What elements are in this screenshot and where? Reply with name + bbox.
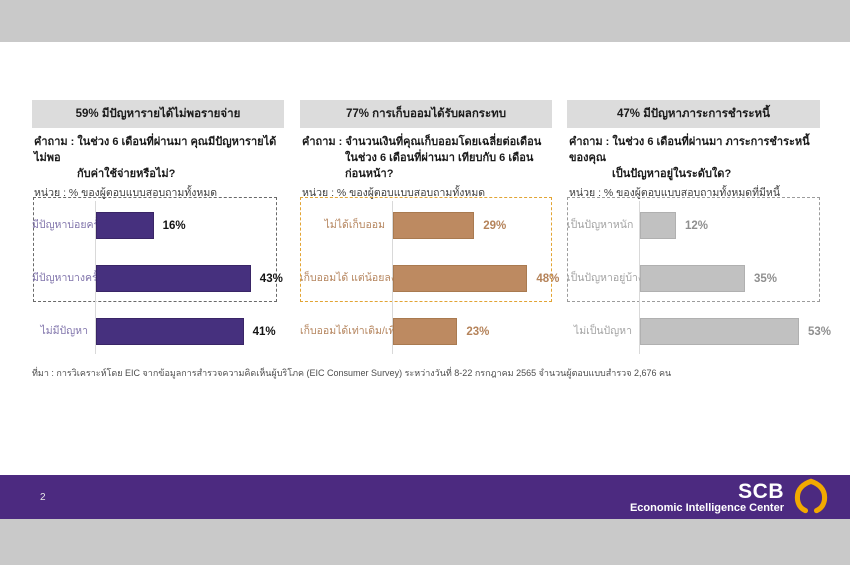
- category-label: มีปัญหาบ่อยครั้ง: [32, 219, 105, 232]
- category-label: เก็บออมได้เท่าเดิม/เพิ่มขึ้น: [300, 325, 417, 338]
- bar: [96, 318, 244, 345]
- bar-row: ไม่เป็นปัญหา 53%: [567, 318, 831, 345]
- category-label: มีปัญหาบางครั้ง: [32, 272, 103, 285]
- category-label: เป็นปัญหาหนัก: [567, 219, 634, 232]
- chart-question-block: คำถาม : จำนวนเงินที่คุณเก็บออมโดยเฉลี่ยต…: [302, 134, 552, 201]
- chart-panel-debt: 47% มีปัญหาภาระการชำระหนี้ คำถาม : ในช่ว…: [567, 100, 831, 370]
- bar: [640, 265, 745, 292]
- bar-row: เป็นปัญหาอยู่บ้าง 35%: [567, 265, 820, 292]
- source-footnote: ที่มา : การวิเคราะห์โดย EIC จากข้อมูลการ…: [32, 368, 672, 378]
- value-label: 12%: [685, 219, 709, 232]
- bar-row: เก็บออมได้เท่าเดิม/เพิ่มขึ้น 23%: [300, 318, 552, 345]
- page-number: 2: [40, 491, 46, 503]
- highlight-dashed-box: [33, 197, 277, 302]
- brand-text: SCB Economic Intelligence Center: [630, 481, 784, 514]
- bar: [640, 318, 799, 345]
- chart-title: 59% มีปัญหารายได้ไม่พอรายจ่าย: [75, 108, 241, 120]
- brand-block: SCB Economic Intelligence Center: [630, 475, 828, 519]
- value-label: 29%: [483, 219, 507, 232]
- brand-subtitle: Economic Intelligence Center: [629, 501, 784, 514]
- question-line-2: เป็นปัญหาอยู่ในระดับใด?: [612, 168, 732, 180]
- value-label: 16%: [162, 219, 186, 232]
- axis-line: [95, 201, 96, 354]
- bar-row: ไม่ได้เก็บออม 29%: [300, 212, 552, 239]
- presentation-slide: 59% มีปัญหารายได้ไม่พอรายจ่าย คำถาม : ใน…: [0, 42, 850, 519]
- value-label: 43%: [259, 272, 283, 285]
- bar: [96, 212, 154, 239]
- highlight-dashed-box: [567, 197, 820, 302]
- question-line-1: คำถาม : ในช่วง 6 เดือนที่ผ่านมา ภาระการช…: [569, 136, 810, 164]
- unit-label: หน่วย : % ของผู้ตอบแบบสอบถามทั้งหมดที่มี…: [569, 187, 781, 199]
- chart-title-box: 59% มีปัญหารายได้ไม่พอรายจ่าย: [32, 100, 284, 128]
- unit-label: หน่วย : % ของผู้ตอบแบบสอบถามทั้งหมด: [34, 187, 218, 199]
- footer-bar: 2 SCB Economic Intelligence Center: [0, 475, 850, 519]
- chart-title: 77% การเก็บออมได้รับผลกระทบ: [345, 108, 507, 120]
- bar-chart-debt: เป็นปัญหาหนัก 12% เป็นปัญหาอยู่บ้าง 35% …: [567, 195, 831, 367]
- bar-row: มีปัญหาบ่อยครั้ง 16%: [32, 212, 284, 239]
- bar: [393, 212, 475, 239]
- category-label: ไม่ได้เก็บออม: [324, 219, 385, 232]
- scb-leaf-logo-icon: [794, 478, 828, 514]
- bar: [393, 318, 458, 345]
- chart-panel-savings: 77% การเก็บออมได้รับผลกระทบ คำถาม : จำนว…: [300, 100, 559, 370]
- question-line-2: กับค่าใช้จ่ายหรือไม่?: [77, 168, 176, 180]
- value-label: 35%: [754, 272, 778, 285]
- chart-title-box: 77% การเก็บออมได้รับผลกระทบ: [300, 100, 552, 128]
- value-label: 48%: [536, 272, 560, 285]
- category-label: ไม่มีปัญหา: [40, 325, 88, 338]
- value-label: 53%: [808, 325, 832, 338]
- axis-line: [639, 201, 640, 354]
- chart-title: 47% มีปัญหาภาระการชำระหนี้: [617, 108, 770, 120]
- value-label: 41%: [252, 325, 276, 338]
- category-label: เป็นปัญหาอยู่บ้าง: [567, 272, 644, 285]
- bar: [96, 265, 251, 292]
- chart-panel-income: 59% มีปัญหารายได้ไม่พอรายจ่าย คำถาม : ใน…: [32, 100, 284, 370]
- bar-chart-income: มีปัญหาบ่อยครั้ง 16% มีปัญหาบางครั้ง 43%…: [32, 195, 284, 367]
- bar: [640, 212, 676, 239]
- chart-title-box: 47% มีปัญหาภาระการชำระหนี้: [567, 100, 820, 128]
- category-label: เก็บออมได้ แต่น้อยลง: [300, 272, 396, 285]
- brand-name: SCB: [738, 479, 784, 503]
- bar-row: เป็นปัญหาหนัก 12%: [567, 212, 820, 239]
- question-line-1: คำถาม : จำนวนเงินที่คุณเก็บออมโดยเฉลี่ยต…: [302, 136, 542, 148]
- value-label: 23%: [466, 325, 490, 338]
- chart-question-block: คำถาม : ในช่วง 6 เดือนที่ผ่านมา คุณมีปัญ…: [34, 134, 284, 201]
- bar-row: ไม่มีปัญหา 41%: [32, 318, 284, 345]
- bar-row: มีปัญหาบางครั้ง 43%: [32, 265, 284, 292]
- bar: [393, 265, 528, 292]
- bar-chart-savings: ไม่ได้เก็บออม 29% เก็บออมได้ แต่น้อยลง 4…: [300, 195, 559, 367]
- chart-question-block: คำถาม : ในช่วง 6 เดือนที่ผ่านมา ภาระการช…: [569, 134, 820, 201]
- highlight-dashed-box: [300, 197, 552, 302]
- bar-row: เก็บออมได้ แต่น้อยลง 48%: [300, 265, 559, 292]
- category-label: ไม่เป็นปัญหา: [573, 325, 632, 338]
- question-line-1: คำถาม : ในช่วง 6 เดือนที่ผ่านมา คุณมีปัญ…: [34, 136, 277, 164]
- question-line-2: ในช่วง 6 เดือนที่ผ่านมา เทียบกับ 6 เดือน…: [345, 152, 534, 180]
- unit-label: หน่วย : % ของผู้ตอบแบบสอบถามทั้งหมด: [302, 187, 486, 199]
- axis-line: [392, 201, 393, 354]
